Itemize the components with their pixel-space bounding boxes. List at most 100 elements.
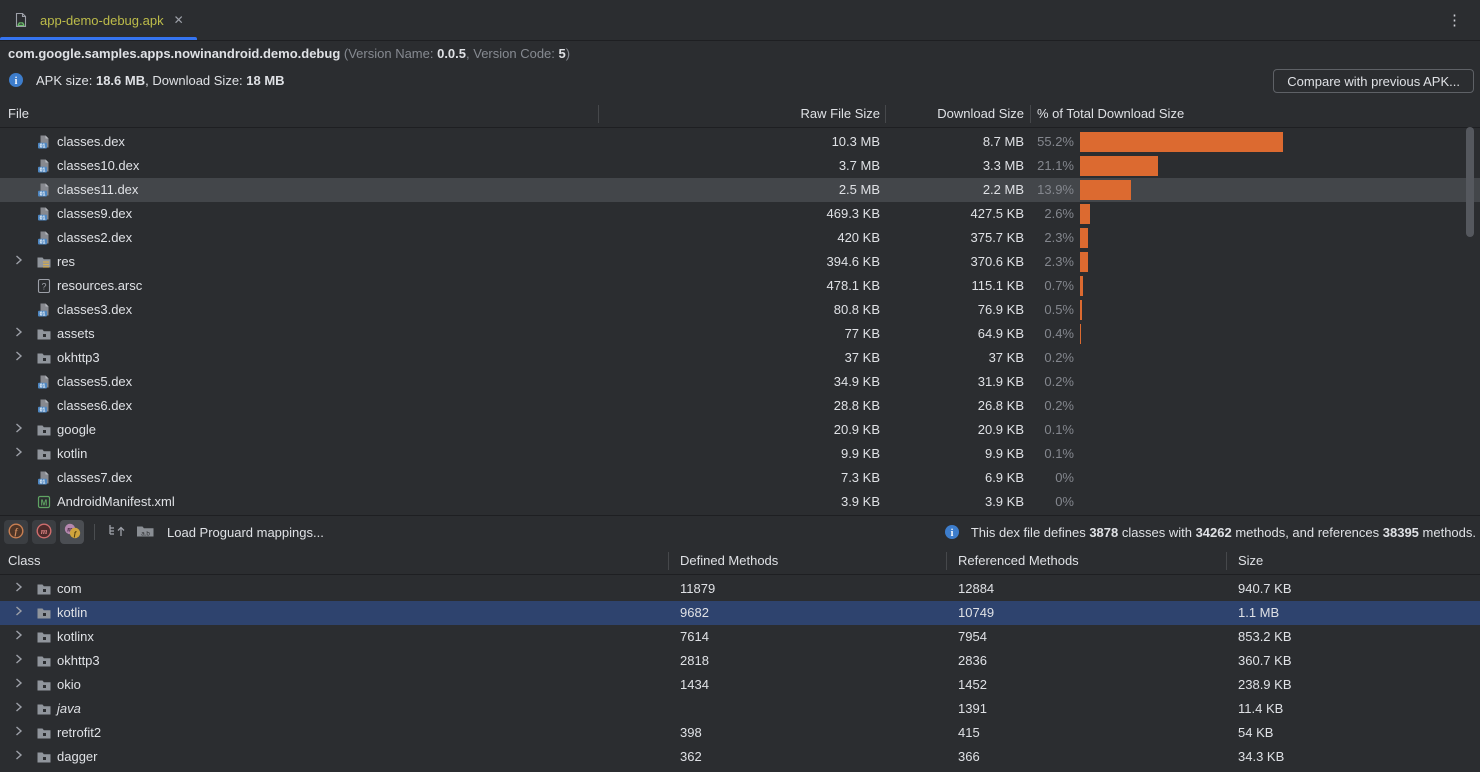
- package-icon: [36, 581, 52, 597]
- file-row-classes10-dex[interactable]: 01 classes10.dex 3.7 MB 3.3 MB 21.1%: [0, 154, 1480, 178]
- column-header-file[interactable]: File: [8, 106, 29, 121]
- raw-size: 10.3 MB: [831, 134, 880, 149]
- referenced-methods: 366: [958, 749, 980, 764]
- file-row-classes-dex[interactable]: 01 classes.dex 10.3 MB 8.7 MB 55.2%: [0, 130, 1480, 154]
- download-percent: 0.2%: [1044, 374, 1074, 389]
- download-size: 115.1 KB: [971, 278, 1024, 293]
- column-header-referenced-methods[interactable]: Referenced Methods: [958, 553, 1079, 568]
- class-row-kotlinx[interactable]: kotlinx 7614 7954 853.2 KB: [0, 625, 1480, 649]
- referenced-methods: 10749: [958, 605, 995, 620]
- chevron-right-icon[interactable]: [14, 322, 23, 346]
- column-header-size[interactable]: Size: [1238, 553, 1264, 568]
- column-header-download-size[interactable]: Download Size: [937, 106, 1024, 121]
- file-row-google[interactable]: google 20.9 KB 20.9 KB 0.1%: [0, 418, 1480, 442]
- file-row-okhttp3[interactable]: okhttp3 37 KB 37 KB 0.2%: [0, 346, 1480, 370]
- file-row-classes7-dex[interactable]: 01 classes7.dex 7.3 KB 6.9 KB 0%: [0, 466, 1480, 490]
- class-row-kotlin-selected[interactable]: kotlin 9682 10749 1.1 MB: [0, 601, 1480, 625]
- show-fields-toggle-button[interactable]: f: [4, 520, 28, 544]
- version-code: 5: [558, 46, 566, 61]
- file-row-classes2-dex[interactable]: 01 classes2.dex 420 KB 375.7 KB 2.3%: [0, 226, 1480, 250]
- class-row-com[interactable]: com 11879 12884 940.7 KB: [0, 577, 1480, 601]
- chevron-right-icon[interactable]: [14, 721, 23, 745]
- file-row-classes9-dex[interactable]: 01 classes9.dex 469.3 KB 427.5 KB 2.6%: [0, 202, 1480, 226]
- download-percent: 0.7%: [1044, 278, 1074, 293]
- chevron-right-icon[interactable]: [14, 577, 23, 601]
- package-name: com.google.samples.apps.nowinandroid.dem…: [8, 46, 341, 61]
- package-name: okhttp3: [57, 653, 100, 668]
- raw-size: 80.8 KB: [833, 302, 880, 317]
- package-icon: [36, 701, 52, 717]
- svg-text:01: 01: [40, 191, 46, 197]
- folder-icon: [36, 326, 52, 342]
- file-row-kotlin[interactable]: kotlin 9.9 KB 9.9 KB 0.1%: [0, 442, 1480, 466]
- kebab-menu-icon[interactable]: ⋮: [1447, 12, 1462, 29]
- package-icon: [36, 605, 52, 621]
- download-percent: 2.3%: [1044, 254, 1074, 269]
- svg-text:01: 01: [40, 407, 46, 413]
- class-row-okio[interactable]: okio 1434 1452 238.9 KB: [0, 673, 1480, 697]
- chevron-right-icon[interactable]: [14, 745, 23, 769]
- expand-tree-button[interactable]: [106, 523, 128, 541]
- download-percent: 21.1%: [1037, 158, 1074, 173]
- svg-text:01: 01: [40, 215, 46, 221]
- chevron-right-icon[interactable]: [14, 346, 23, 370]
- file-row-classes6-dex[interactable]: 01 classes6.dex 28.8 KB 26.8 KB 0.2%: [0, 394, 1480, 418]
- file-row-classes5-dex[interactable]: 01 classes5.dex 34.9 KB 31.9 KB 0.2%: [0, 370, 1480, 394]
- raw-size: 28.8 KB: [833, 398, 880, 413]
- column-header-class[interactable]: Class: [8, 553, 41, 568]
- folder-icon: [36, 350, 52, 366]
- load-proguard-mappings-button[interactable]: Load Proguard mappings...: [167, 524, 324, 540]
- download-percent: 0.4%: [1044, 326, 1074, 341]
- file-row-classes3-dex[interactable]: 01 classes3.dex 80.8 KB 76.9 KB 0.5%: [0, 298, 1480, 322]
- file-name: classes.dex: [57, 134, 125, 149]
- folder-icon: [36, 446, 52, 462]
- chevron-right-icon[interactable]: [14, 601, 23, 625]
- chevron-right-icon[interactable]: [14, 625, 23, 649]
- file-row-res[interactable]: res 394.6 KB 370.6 KB 2.3%: [0, 250, 1480, 274]
- column-header-raw-file-size[interactable]: Raw File Size: [800, 106, 880, 121]
- download-percent: 55.2%: [1037, 134, 1074, 149]
- percent-bar: [1080, 300, 1082, 320]
- chevron-right-icon[interactable]: [14, 697, 23, 721]
- chevron-right-icon[interactable]: [14, 418, 23, 442]
- download-size: 370.6 KB: [970, 254, 1025, 269]
- file-name: classes3.dex: [57, 302, 133, 317]
- column-header-percent-download[interactable]: % of Total Download Size: [1037, 106, 1185, 121]
- class-row-okhttp3[interactable]: okhttp3 2818 2836 360.7 KB: [0, 649, 1480, 673]
- chevron-right-icon[interactable]: [14, 250, 23, 274]
- chevron-right-icon[interactable]: [14, 673, 23, 697]
- size: 54 KB: [1238, 725, 1274, 740]
- dex-file-icon: 01: [36, 206, 52, 222]
- file-row-resources-arsc[interactable]: ? resources.arsc 478.1 KB 115.1 KB 0.7%: [0, 274, 1480, 298]
- chevron-right-icon[interactable]: [14, 442, 23, 466]
- download-size: 375.7 KB: [970, 230, 1025, 245]
- column-header-defined-methods[interactable]: Defined Methods: [680, 553, 779, 568]
- chevron-right-icon[interactable]: [14, 649, 23, 673]
- show-methods-toggle-button[interactable]: m: [32, 520, 56, 544]
- class-row-retrofit2[interactable]: retrofit2 398 415 54 KB: [0, 721, 1480, 745]
- class-row-java[interactable]: java 1391 11.4 KB: [0, 697, 1480, 721]
- file-row-classes11-dex-selected[interactable]: 01 classes11.dex 2.5 MB 2.2 MB 13.9%: [0, 178, 1480, 202]
- download-percent: 2.6%: [1044, 206, 1074, 221]
- file-row-assets[interactable]: assets 77 KB 64.9 KB 0.4%: [0, 322, 1480, 346]
- apk-size-value: 18.6 MB: [95, 72, 146, 88]
- compare-with-previous-apk-button[interactable]: Compare with previous APK...: [1273, 69, 1474, 93]
- defined-classes-count: 3878: [1089, 524, 1119, 540]
- percent-bar: [1080, 132, 1284, 152]
- package-name: kotlinx: [57, 629, 94, 644]
- close-tab-icon[interactable]: ✕: [173, 13, 184, 27]
- svg-text:?: ?: [41, 282, 46, 292]
- class-row-dagger[interactable]: dagger 362 366 34.3 KB: [0, 745, 1480, 769]
- deobfuscate-names-button[interactable]: a.b: [134, 523, 156, 541]
- file-name: okhttp3: [57, 350, 100, 365]
- file-row-androidmanifest-xml[interactable]: M AndroidManifest.xml 3.9 KB 3.9 KB 0%: [0, 490, 1480, 514]
- tab-apk-file[interactable]: app-demo-debug.apk ✕: [0, 0, 194, 40]
- file-name: classes7.dex: [57, 470, 133, 485]
- raw-size: 34.9 KB: [833, 374, 880, 389]
- download-size: 3.3 MB: [982, 158, 1024, 173]
- download-size: 37 KB: [988, 350, 1024, 365]
- svg-text:01: 01: [40, 479, 46, 485]
- vertical-scrollbar-thumb[interactable]: [1466, 127, 1474, 237]
